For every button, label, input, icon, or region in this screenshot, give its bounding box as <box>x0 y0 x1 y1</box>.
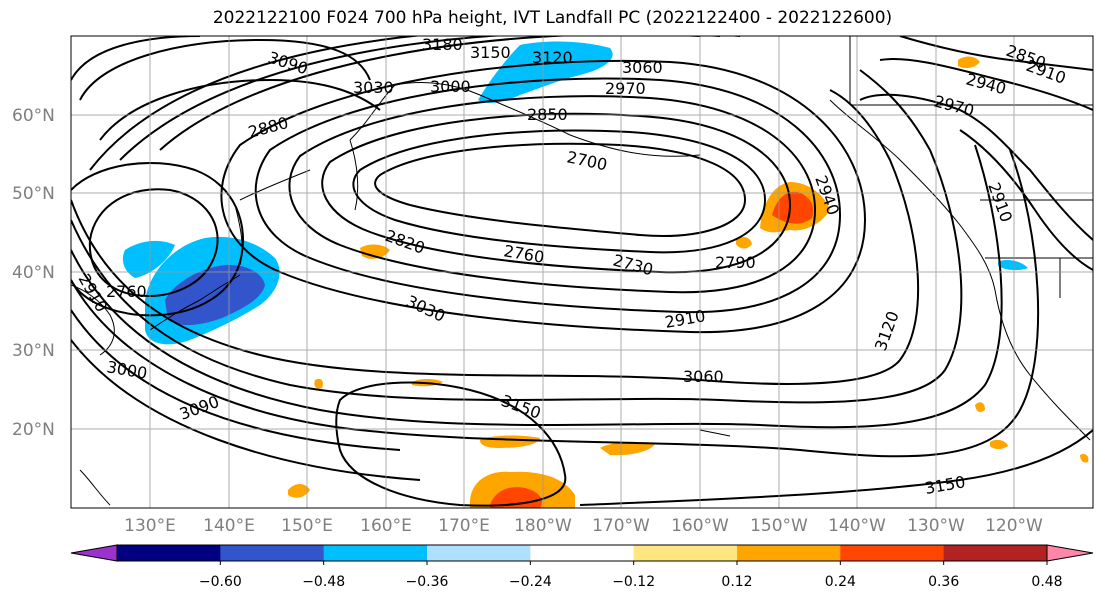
colorbar-tick-label: 0.36 <box>928 574 959 590</box>
lon-label: 170°E <box>438 516 490 536</box>
lon-label: 170°W <box>592 516 650 536</box>
colorbar-cell <box>943 545 1048 561</box>
lon-label: 160°W <box>671 516 729 536</box>
colorbar-cell <box>840 545 945 561</box>
colorbar-tick-label: 0.12 <box>721 574 752 590</box>
lon-label: 130°W <box>907 516 965 536</box>
contour-label: 2760 <box>106 282 147 301</box>
colorbar-tick-label: −0.60 <box>199 574 242 590</box>
contour-label: 2790 <box>715 253 756 272</box>
lat-label: 20°N <box>12 420 55 440</box>
longitude-labels: 130°E 140°E 150°E 160°E 170°E 180°W 170°… <box>124 516 1043 536</box>
lon-label: 130°E <box>124 516 176 536</box>
latitude-labels: 60°N 50°N 40°N 30°N 20°N <box>12 106 55 440</box>
colorbar-tick-label: −0.12 <box>612 574 655 590</box>
ivt-shading <box>122 41 1089 508</box>
colorbar-tick-label: −0.48 <box>302 574 345 590</box>
colorbar-cell <box>530 545 635 561</box>
lon-label: 120°W <box>985 516 1043 536</box>
lon-label: 180°W <box>514 516 572 536</box>
contour-label: 3000 <box>430 77 471 96</box>
colorbar: −0.60 −0.48 −0.36 −0.24 −0.12 0.12 0.24 0.36 0.4… <box>70 544 1094 590</box>
colorbar-cell <box>737 545 841 561</box>
graticule <box>71 36 1093 508</box>
colorbar-tick-label: −0.36 <box>406 574 449 590</box>
contour-label: 3030 <box>353 78 394 97</box>
coastlines <box>71 36 1093 506</box>
colorbar-cell <box>427 545 531 561</box>
lon-label: 140°E <box>203 516 255 536</box>
map-frame <box>70 35 1094 509</box>
height-contours <box>71 36 1093 507</box>
lat-label: 40°N <box>12 263 55 283</box>
contour-label: 3180 <box>422 35 463 54</box>
colorbar-tick-label: −0.24 <box>509 574 552 590</box>
lon-label: 150°W <box>750 516 808 536</box>
lat-label: 60°N <box>12 106 55 126</box>
lon-label: 160°E <box>360 516 412 536</box>
contour-label: 2970 <box>605 79 646 98</box>
lat-label: 30°N <box>12 341 55 361</box>
colorbar-cell <box>220 545 325 561</box>
colorbar-tick-label: 0.24 <box>825 574 856 590</box>
lon-label: 140°W <box>828 516 886 536</box>
colorbar-extend-left <box>70 544 118 562</box>
contour-label: 3060 <box>622 58 663 77</box>
colorbar-cell <box>117 545 221 561</box>
contour-label: 2850 <box>527 105 568 124</box>
lat-label: 50°N <box>12 184 55 204</box>
colorbar-extend-right <box>1046 544 1094 562</box>
colorbar-cell <box>633 545 738 561</box>
contour-label: 3150 <box>470 43 511 62</box>
lon-label: 150°E <box>281 516 333 536</box>
contour-label: 3060 <box>683 367 724 386</box>
contour-label: 3120 <box>532 48 573 67</box>
colorbar-tick-label: 0.48 <box>1031 574 1062 590</box>
colorbar-cell <box>323 545 428 561</box>
map-title: 2022122100 F024 700 hPa height, IVT Land… <box>212 8 893 28</box>
